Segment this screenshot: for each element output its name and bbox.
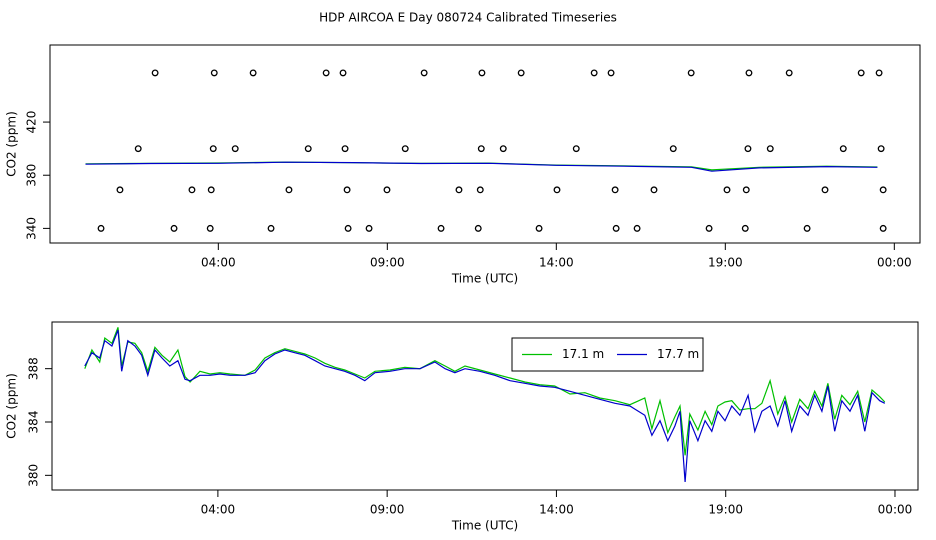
point-marker: [285, 186, 293, 194]
plot-frame: [49, 44, 921, 244]
x-tick-label: 00:00: [877, 256, 912, 270]
point-marker: [170, 224, 178, 232]
point-marker: [474, 224, 482, 232]
x-tick-label: 14:00: [539, 503, 574, 517]
point-marker: [879, 224, 887, 232]
point-marker: [455, 186, 463, 194]
y-axis-label: CO2 (ppm): [5, 111, 19, 177]
plot-frame: [51, 321, 919, 491]
x-tick-label: 04:00: [201, 256, 236, 270]
point-marker: [151, 69, 159, 77]
point-marker: [344, 224, 352, 232]
point-marker: [875, 69, 883, 77]
point-marker: [341, 145, 349, 153]
y-tick-label: 340: [25, 217, 39, 240]
point-marker: [209, 145, 217, 153]
point-marker: [687, 69, 695, 77]
point-marker: [188, 186, 196, 194]
point-marker: [437, 224, 445, 232]
y-tick-label: 384: [27, 411, 41, 434]
point-marker: [785, 69, 793, 77]
point-marker: [420, 69, 428, 77]
point-marker: [231, 145, 239, 153]
point-marker: [744, 145, 752, 153]
point-marker: [134, 145, 142, 153]
point-marker: [705, 224, 713, 232]
point-marker: [383, 186, 391, 194]
point-marker: [803, 224, 811, 232]
point-marker: [590, 69, 598, 77]
y-axis-label: CO2 (ppm): [5, 373, 19, 439]
point-marker: [723, 186, 731, 194]
point-marker: [611, 186, 619, 194]
point-marker: [97, 224, 105, 232]
point-marker: [365, 224, 373, 232]
point-marker: [650, 186, 658, 194]
point-marker: [476, 186, 484, 194]
point-marker: [821, 186, 829, 194]
point-marker: [607, 69, 615, 77]
series-line: [84, 327, 886, 456]
point-marker: [877, 145, 885, 153]
point-marker: [249, 69, 257, 77]
series-line: [84, 329, 886, 483]
point-marker: [339, 69, 347, 77]
x-tick-label: 04:00: [201, 503, 236, 517]
point-marker: [879, 186, 887, 194]
point-marker: [477, 145, 485, 153]
point-marker: [633, 224, 641, 232]
y-tick-label: 388: [27, 357, 41, 380]
point-marker: [535, 224, 543, 232]
series-line: [85, 161, 878, 172]
point-marker: [612, 224, 620, 232]
point-marker: [517, 69, 525, 77]
point-marker: [742, 186, 750, 194]
point-marker: [669, 145, 677, 153]
point-marker: [572, 145, 580, 153]
x-axis-label: Time (UTC): [451, 519, 518, 533]
point-marker: [839, 145, 847, 153]
x-tick-label: 19:00: [708, 256, 743, 270]
point-marker: [210, 69, 218, 77]
point-marker: [401, 145, 409, 153]
point-marker: [207, 186, 215, 194]
point-marker: [304, 145, 312, 153]
point-marker: [343, 186, 351, 194]
point-marker: [745, 69, 753, 77]
point-marker: [741, 224, 749, 232]
point-marker: [857, 69, 865, 77]
point-marker: [766, 145, 774, 153]
legend-label: 17.7 m: [657, 347, 699, 361]
point-marker: [499, 145, 507, 153]
x-tick-label: 14:00: [539, 256, 574, 270]
point-marker: [322, 69, 330, 77]
page-title: HDP AIRCOA E Day 080724 Calibrated Times…: [319, 11, 617, 25]
x-axis-label: Time (UTC): [451, 272, 518, 286]
legend-label: 17.1 m: [562, 347, 604, 361]
point-marker: [553, 186, 561, 194]
x-tick-label: 19:00: [708, 503, 743, 517]
point-marker: [116, 186, 124, 194]
x-tick-label: 00:00: [878, 503, 913, 517]
point-marker: [267, 224, 275, 232]
x-tick-label: 09:00: [370, 256, 405, 270]
y-tick-label: 420: [25, 111, 39, 134]
x-tick-label: 09:00: [370, 503, 405, 517]
y-tick-label: 380: [25, 164, 39, 187]
point-marker: [206, 224, 214, 232]
point-marker: [478, 69, 486, 77]
y-tick-label: 380: [27, 464, 41, 487]
